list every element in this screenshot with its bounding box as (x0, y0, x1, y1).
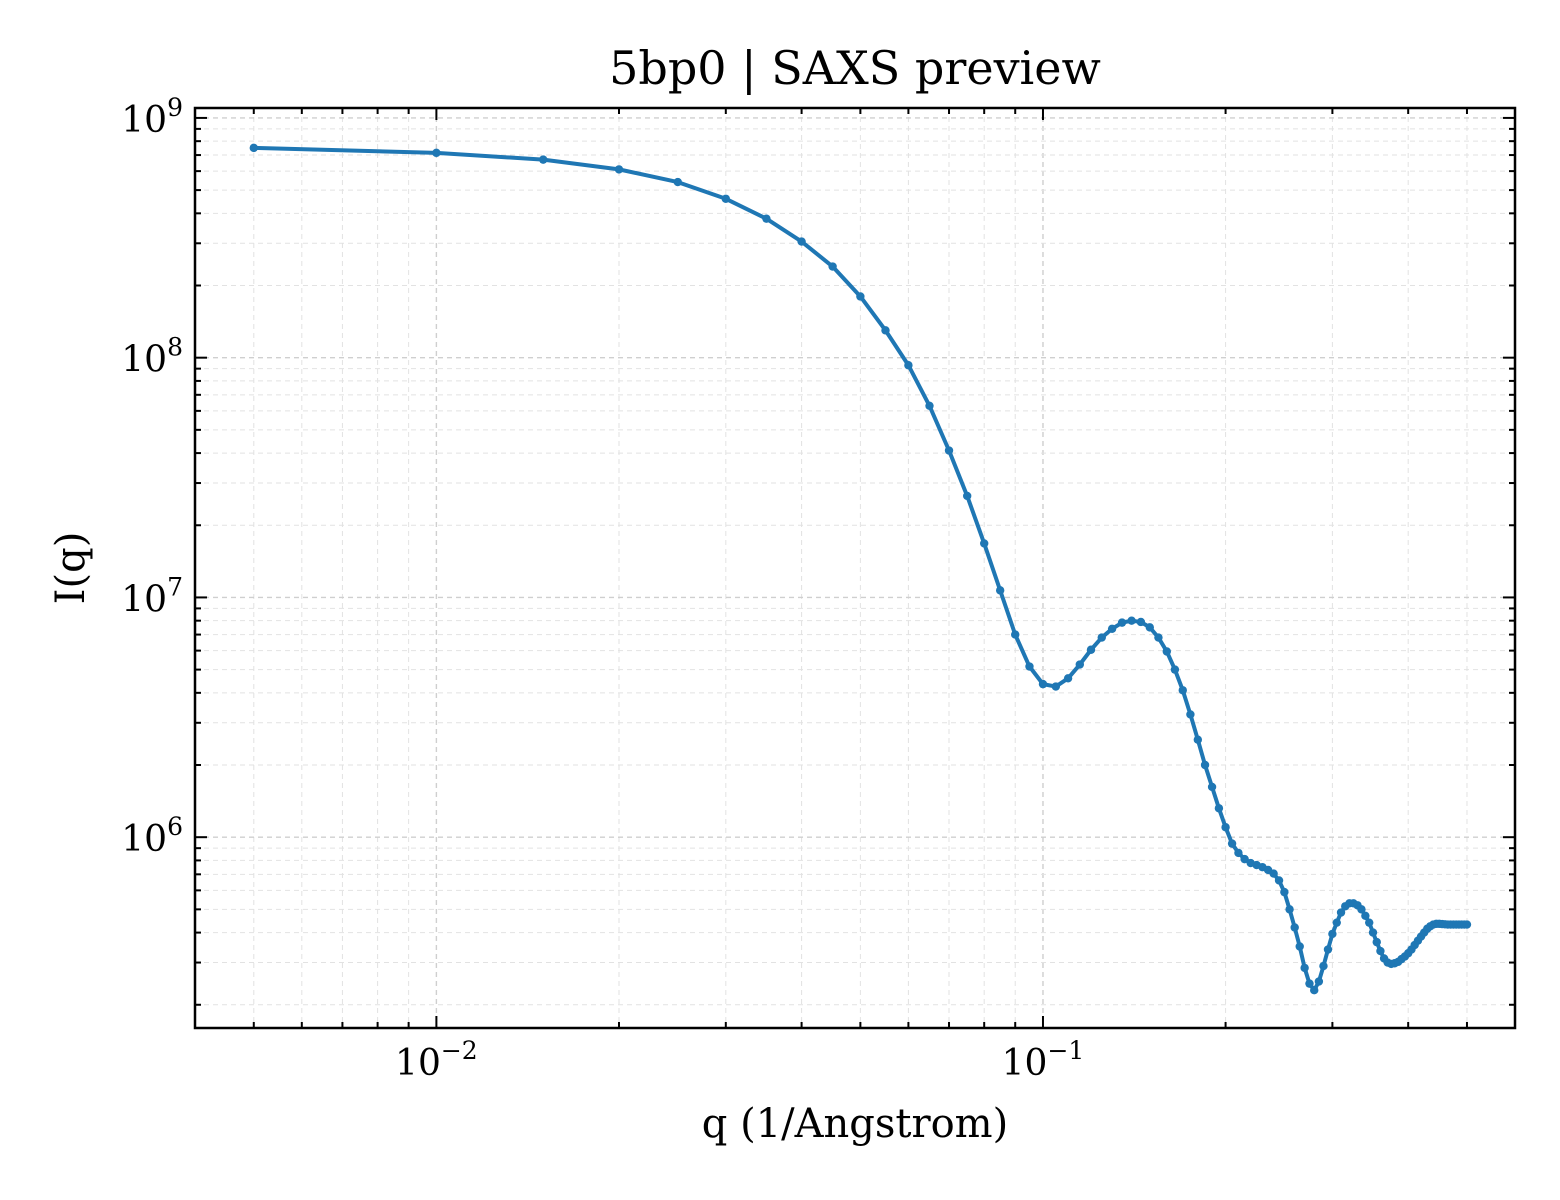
data-point (1240, 854, 1249, 864)
data-point (1332, 918, 1341, 927)
grid-lines (194, 108, 1515, 1028)
plot-frame (193, 106, 1517, 1030)
y-tick-label-exponent: 7 (167, 572, 183, 601)
data-point (1269, 869, 1278, 878)
data-point (614, 165, 624, 174)
data-point (856, 292, 865, 301)
data-point (1051, 682, 1061, 691)
data-point (1075, 660, 1084, 669)
chart-title: 5bp0 | SAXS preview (609, 41, 1101, 95)
data-point (432, 148, 441, 158)
data-point (762, 214, 771, 223)
data-point (1086, 645, 1096, 654)
y-tick-label-base: 10 (121, 579, 167, 620)
x-axis-label: q (1/Angstrom) (702, 1101, 1008, 1147)
x-tick-label-exponent: −1 (1047, 1036, 1084, 1065)
y-tick-label-exponent: 6 (167, 812, 183, 841)
data-point (539, 155, 548, 164)
y-tick-label-base: 10 (121, 100, 167, 141)
data-point (1328, 929, 1337, 939)
data-point (1097, 633, 1106, 642)
data-point (1136, 617, 1146, 627)
y-tick-label: 106 (121, 812, 183, 860)
data-point (1162, 647, 1171, 656)
data-point (1280, 887, 1289, 897)
y-tick-label-exponent: 8 (167, 333, 183, 362)
x-tick-label-base: 10 (1002, 1043, 1048, 1084)
data-point (995, 586, 1005, 595)
data-point (1305, 979, 1314, 988)
data-point (925, 401, 934, 410)
data-point (1145, 623, 1154, 632)
data-point (1011, 630, 1020, 639)
data-point (1372, 937, 1381, 947)
y-tick-label: 107 (121, 572, 183, 620)
data-point (1214, 804, 1224, 813)
data-point (1178, 686, 1187, 695)
x-tick-label-base: 10 (395, 1043, 441, 1084)
data-point (904, 361, 913, 370)
data-point (944, 446, 954, 455)
data-point (1186, 710, 1195, 719)
data-point (1170, 665, 1180, 674)
x-tick-label: 10−1 (1002, 1036, 1085, 1084)
data-point (1207, 782, 1217, 792)
y-tick-label-base: 10 (121, 340, 167, 381)
data-point (1025, 662, 1034, 671)
data-point (1117, 618, 1127, 627)
data-point (1290, 923, 1299, 932)
data-point (1221, 823, 1230, 832)
data-point (1376, 946, 1385, 956)
data-point (673, 177, 682, 187)
y-tick-label-exponent: 9 (167, 93, 183, 122)
data-point (1365, 918, 1374, 927)
data-point (962, 491, 972, 501)
data-point (881, 326, 890, 335)
data-point (1285, 905, 1294, 914)
data-point (1462, 920, 1472, 929)
data-point (1127, 616, 1136, 625)
data-point (1227, 839, 1237, 848)
data-point (1319, 961, 1328, 971)
data-point (1357, 905, 1366, 914)
y-tick-label: 109 (121, 93, 183, 141)
data-point (1314, 977, 1324, 986)
y-tick-label-base: 10 (121, 819, 167, 860)
data-point (828, 262, 837, 271)
data-point (1300, 963, 1309, 973)
data-point (1038, 679, 1048, 689)
data-point (1193, 735, 1203, 744)
x-tick-label-exponent: −2 (441, 1036, 478, 1065)
data-point (1107, 624, 1117, 633)
data-point (1336, 908, 1346, 917)
data-point (1295, 942, 1304, 951)
data-point (249, 143, 258, 153)
data-point (1154, 633, 1163, 642)
data-point (1323, 945, 1333, 954)
data-point (1368, 928, 1378, 937)
data-point (1361, 911, 1370, 921)
data-point (721, 194, 731, 203)
data-point (1200, 760, 1210, 770)
data-point (1274, 876, 1284, 885)
data-point (797, 237, 806, 246)
data-point (979, 539, 989, 548)
x-tick-label: 10−2 (395, 1036, 478, 1084)
y-tick-label: 108 (121, 333, 183, 381)
data-point (1063, 674, 1073, 683)
data-point (1310, 986, 1319, 995)
plot-area (249, 143, 1472, 995)
y-axis-label: I(q) (48, 532, 94, 605)
data-point (1234, 848, 1243, 858)
